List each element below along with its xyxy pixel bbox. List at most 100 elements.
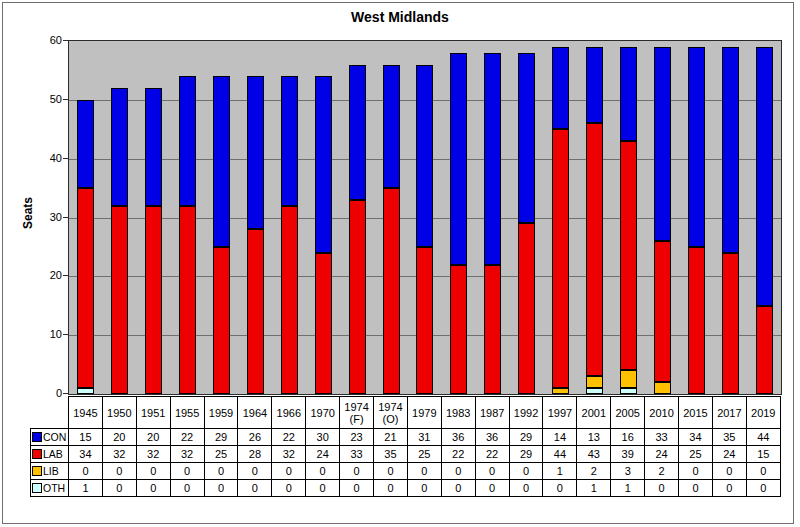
bar-column-1970: [306, 76, 340, 394]
bar-segment-lab: [315, 253, 332, 394]
value-cell: 0: [509, 480, 543, 497]
value-cell: 0: [679, 463, 713, 480]
bar-segment-lab: [179, 206, 196, 394]
bar-column-1987: [476, 53, 510, 394]
y-axis-tick-mark: [63, 334, 68, 335]
value-cell: 0: [509, 463, 543, 480]
value-cell: 13: [577, 429, 611, 446]
bar-segment-con: [111, 88, 128, 206]
value-cell: 0: [746, 480, 780, 497]
bar-segment-lab: [484, 265, 501, 394]
bar-segment-con: [722, 47, 739, 253]
value-cell: 32: [170, 446, 204, 463]
y-axis-tick-label: 30: [38, 211, 62, 223]
bar-segment-lab: [450, 265, 467, 394]
oth-swatch-icon: [32, 483, 42, 493]
value-cell: 31: [407, 429, 441, 446]
value-cell: 22: [272, 429, 306, 446]
value-cell: 21: [374, 429, 408, 446]
bar-segment-oth: [586, 388, 603, 394]
y-axis-tick-label: 60: [38, 34, 62, 46]
value-cell: 0: [712, 463, 746, 480]
value-cell: 22: [170, 429, 204, 446]
value-cell: 33: [645, 429, 679, 446]
y-axis-title: Seats: [21, 184, 35, 242]
bar-column-1983: [442, 53, 476, 394]
value-cell: 44: [746, 429, 780, 446]
table-row-con: CON1520202229262230232131363629141316333…: [31, 429, 781, 446]
bar-segment-lab: [77, 188, 94, 388]
year-header-cell: 1955: [170, 397, 204, 429]
y-axis-tick-label: 10: [38, 328, 62, 340]
year-header-cell: 1959: [204, 397, 238, 429]
year-header-cell: 2005: [611, 397, 645, 429]
bar-segment-con: [586, 47, 603, 123]
bar-column-2015: [679, 47, 713, 394]
value-cell: 1: [69, 480, 103, 497]
value-cell: 3: [611, 463, 645, 480]
value-cell: 0: [645, 480, 679, 497]
bar-column-2001: [578, 47, 612, 394]
bar-segment-lab: [145, 206, 162, 394]
legend-label: OTH: [43, 482, 65, 494]
y-axis-tick-label: 20: [38, 269, 62, 281]
chart-window: West Midlands Seats 6050403020100 194519…: [0, 0, 800, 527]
value-cell: 2: [645, 463, 679, 480]
legend-label: LAB: [43, 448, 63, 460]
value-cell: 0: [238, 480, 272, 497]
data-table-with-legend: 194519501951195519591964196619701974 (F)…: [30, 396, 781, 497]
bar-segment-con: [247, 76, 264, 229]
year-header-cell: 1983: [441, 397, 475, 429]
value-cell: 0: [340, 480, 374, 497]
value-cell: 32: [272, 446, 306, 463]
value-cell: 15: [746, 446, 780, 463]
bar-segment-con: [281, 76, 298, 205]
bar-segment-con: [145, 88, 162, 206]
value-cell: 24: [306, 446, 340, 463]
bar-segment-con: [315, 76, 332, 253]
year-header-cell: 1987: [475, 397, 509, 429]
value-cell: 0: [441, 480, 475, 497]
year-header-cell: 1950: [102, 397, 136, 429]
bar-segment-lab: [688, 247, 705, 394]
value-cell: 30: [306, 429, 340, 446]
bar-column-1974-o-: [374, 65, 408, 394]
bar-column-1997: [544, 47, 578, 394]
value-cell: 29: [509, 429, 543, 446]
bar-segment-con: [756, 47, 773, 306]
value-cell: 15: [69, 429, 103, 446]
bar-segment-con: [213, 76, 230, 247]
value-cell: 0: [102, 480, 136, 497]
value-cell: 1: [577, 480, 611, 497]
table-corner-spacer: [31, 397, 69, 429]
value-cell: 0: [475, 480, 509, 497]
value-cell: 0: [306, 480, 340, 497]
bar-column-1964: [239, 76, 273, 394]
value-cell: 1: [611, 480, 645, 497]
plot-area: [68, 40, 782, 395]
bar-segment-con: [383, 65, 400, 189]
table-row-lab: LAB3432323225283224333525222229444339242…: [31, 446, 781, 463]
bar-segment-lab: [620, 141, 637, 370]
value-cell: 33: [340, 446, 374, 463]
bar-segment-lab: [654, 241, 671, 382]
value-cell: 0: [543, 480, 577, 497]
value-cell: 0: [170, 480, 204, 497]
bar-segment-lib: [620, 370, 637, 388]
value-cell: 35: [712, 429, 746, 446]
bar-segment-con: [416, 65, 433, 247]
table-row-lib: LIB000000000000001232000: [31, 463, 781, 480]
bar-column-1979: [408, 65, 442, 394]
bar-segment-con: [484, 53, 501, 265]
value-cell: 28: [238, 446, 272, 463]
bar-column-1966: [272, 76, 306, 394]
bar-segment-lib: [586, 376, 603, 388]
bar-segment-lab: [756, 306, 773, 394]
year-header-cell: 1951: [136, 397, 170, 429]
value-cell: 39: [611, 446, 645, 463]
value-cell: 36: [475, 429, 509, 446]
value-cell: 0: [746, 463, 780, 480]
value-cell: 25: [204, 446, 238, 463]
value-cell: 0: [441, 463, 475, 480]
bar-segment-lab: [281, 206, 298, 394]
